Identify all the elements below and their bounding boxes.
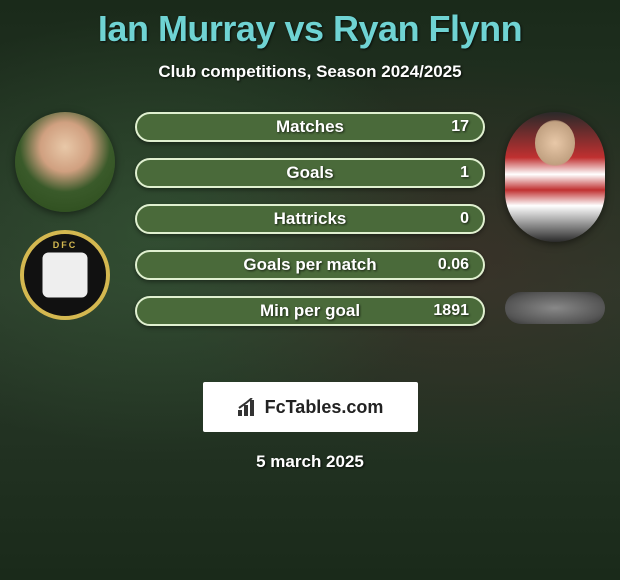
date-label: 5 march 2025 — [0, 452, 620, 472]
stat-label: Hattricks — [137, 209, 483, 229]
chart-icon — [237, 398, 259, 416]
stat-label: Goals per match — [137, 255, 483, 275]
player-right-avatar — [505, 112, 605, 242]
stat-value: 1891 — [433, 302, 469, 320]
logo-text: FcTables.com — [265, 397, 384, 418]
stat-row-min-per-goal: Min per goal 1891 — [135, 296, 485, 326]
stat-value: 0.06 — [438, 256, 469, 274]
player-right-club-badge — [505, 292, 605, 324]
stat-label: Min per goal — [137, 301, 483, 321]
page-subtitle: Club competitions, Season 2024/2025 — [0, 62, 620, 82]
stat-row-goals-per-match: Goals per match 0.06 — [135, 250, 485, 280]
stat-row-matches: Matches 17 — [135, 112, 485, 142]
player-left-club-badge — [20, 230, 110, 320]
page-title: Ian Murray vs Ryan Flynn — [0, 0, 620, 50]
stat-value: 17 — [451, 118, 469, 136]
stat-label: Matches — [137, 117, 483, 137]
player-right-column — [500, 112, 610, 324]
stat-label: Goals — [137, 163, 483, 183]
comparison-panel: Matches 17 Goals 1 Hattricks 0 Goals per… — [0, 112, 620, 372]
player-left-column — [10, 112, 120, 320]
stat-row-goals: Goals 1 — [135, 158, 485, 188]
stat-value: 0 — [460, 210, 469, 228]
stat-row-hattricks: Hattricks 0 — [135, 204, 485, 234]
player-left-avatar — [15, 112, 115, 212]
stats-list: Matches 17 Goals 1 Hattricks 0 Goals per… — [135, 112, 485, 342]
stat-value: 1 — [460, 164, 469, 182]
fctables-logo[interactable]: FcTables.com — [203, 382, 418, 432]
